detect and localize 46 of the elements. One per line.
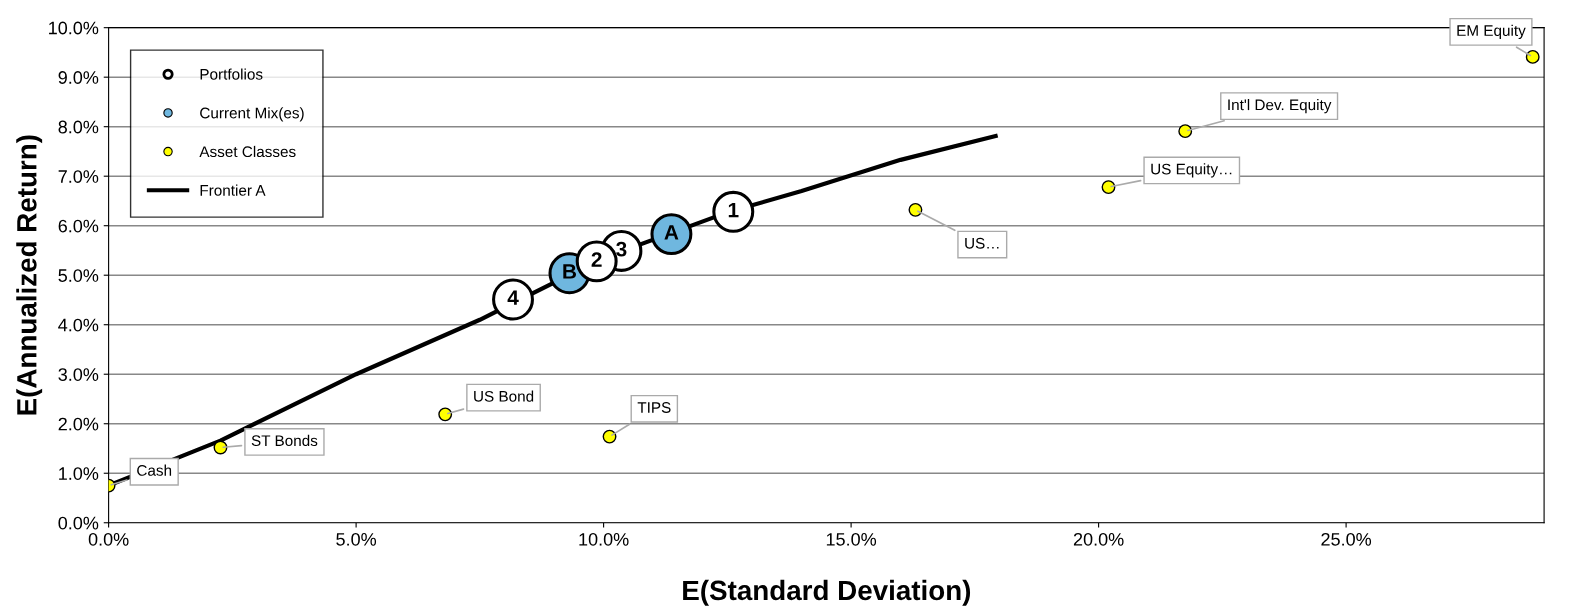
y-tick-label: 6.0% — [58, 219, 99, 233]
y-tick-label: 0.0% — [58, 516, 99, 530]
y-tick-label: 4.0% — [58, 318, 99, 332]
x-tick-label: 10.0% — [579, 532, 629, 546]
legend-label: Frontier A — [200, 184, 266, 196]
legend-label: Asset Classes — [199, 145, 296, 158]
annotation: A — [664, 225, 679, 240]
x-tick-label: 0.0% — [88, 532, 129, 546]
x-axis-title: E(Standard Deviation) — [683, 579, 971, 606]
point — [492, 278, 534, 321]
x-tick-label: 20.0% — [1073, 532, 1124, 546]
y-tick-label: 1.0% — [59, 467, 99, 480]
annotation: 2 — [591, 252, 602, 267]
y-tick-label: 7.0% — [58, 170, 99, 183]
point — [1101, 180, 1116, 195]
y-tick-label: 3.0% — [58, 368, 99, 381]
annotation: US Equity… — [1151, 163, 1232, 178]
point — [712, 190, 755, 233]
x-tick-label: 25.0% — [1321, 532, 1372, 546]
y-tick-label: 9.0% — [58, 71, 99, 84]
point — [1178, 124, 1193, 139]
point — [602, 429, 617, 444]
legend-label: Current Mix(es) — [200, 107, 304, 122]
point — [1525, 49, 1540, 64]
point — [438, 407, 453, 422]
annotation: Int'l Dev. Equity — [1228, 99, 1332, 114]
x-tick-label: 15.0% — [826, 532, 877, 546]
annotation: TIPS — [637, 402, 671, 413]
y-tick-label: 10.0% — [49, 21, 99, 35]
annotation: US… — [965, 237, 999, 249]
y-tick-label: 5.0% — [58, 269, 99, 282]
y-tick-label: 8.0% — [58, 120, 99, 134]
y-tick-label: 2.0% — [58, 417, 99, 431]
annotation: 3 — [616, 241, 627, 257]
point — [908, 202, 923, 217]
annotation: US Bond — [474, 390, 534, 402]
y-axis-title: E(Annualized Return) — [16, 135, 43, 415]
annotation: Cash — [137, 464, 172, 476]
point — [213, 440, 228, 455]
legend-label: Portfolios — [200, 68, 263, 80]
x-tick-label: 5.0% — [336, 532, 377, 546]
annotation: EM Equity — [1457, 24, 1526, 40]
annotation: 1 — [728, 202, 739, 218]
annotation: B — [563, 264, 577, 279]
annotation: 4 — [507, 290, 519, 305]
annotation: ST Bonds — [251, 434, 318, 447]
